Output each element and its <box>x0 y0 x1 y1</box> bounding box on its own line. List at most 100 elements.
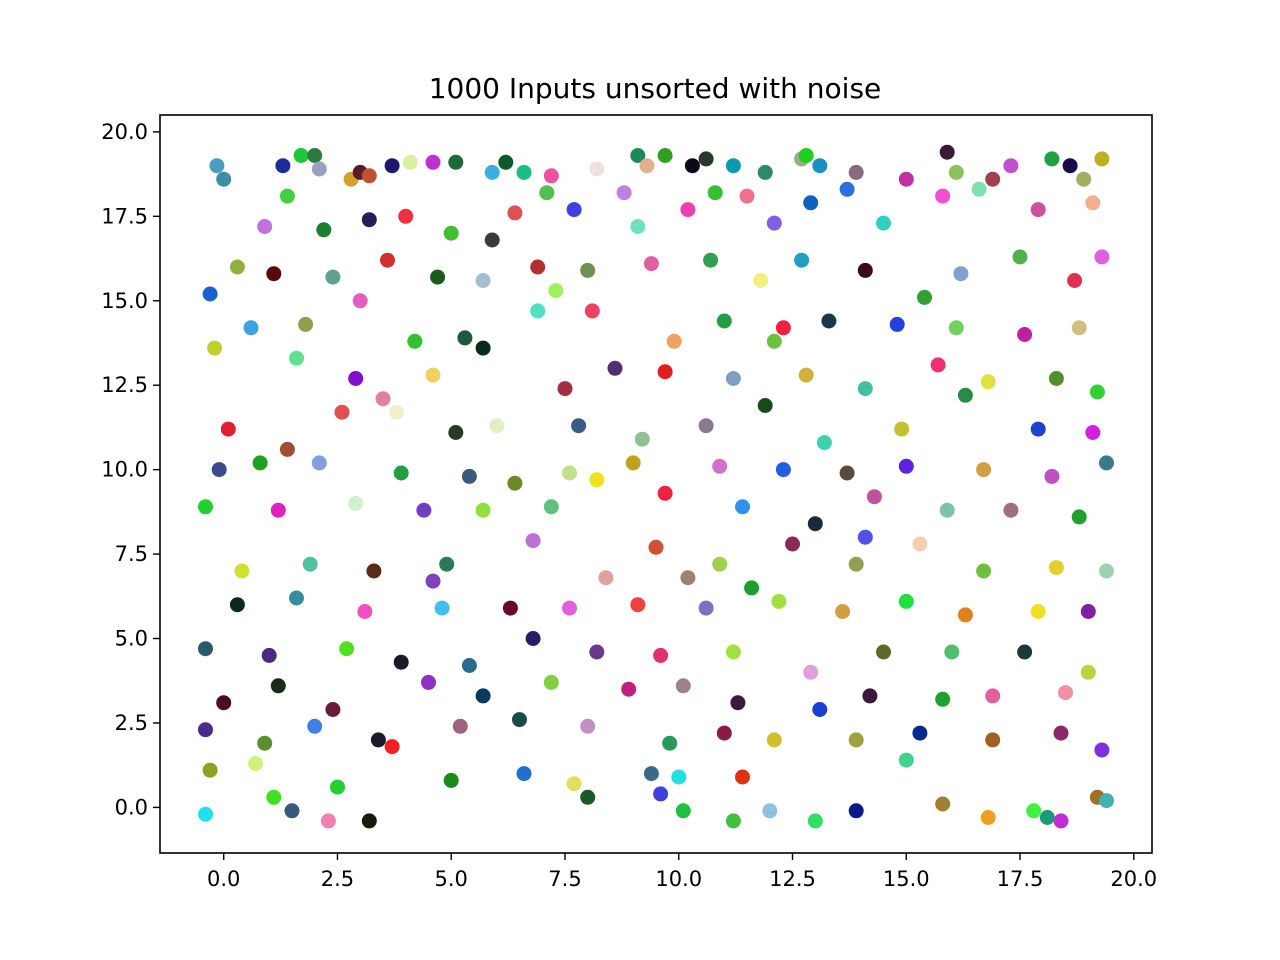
data-point <box>430 269 446 285</box>
data-point <box>580 789 596 805</box>
data-point <box>657 485 673 501</box>
data-point <box>393 654 409 670</box>
y-tick-label: 15.0 <box>101 289 148 313</box>
data-point <box>202 762 218 778</box>
data-point <box>198 722 213 738</box>
data-point <box>848 732 864 748</box>
data-point <box>1039 810 1055 825</box>
data-point <box>1030 202 1046 218</box>
data-point <box>766 333 782 349</box>
data-point <box>980 374 996 390</box>
data-point <box>525 533 541 549</box>
data-point <box>671 769 687 785</box>
x-tick-label: 0.0 <box>207 867 240 891</box>
data-point <box>398 208 414 224</box>
data-point <box>370 732 386 748</box>
data-point <box>589 644 605 660</box>
data-point <box>257 219 273 234</box>
data-point <box>516 766 532 782</box>
data-point <box>1067 273 1083 288</box>
data-point <box>1017 327 1033 342</box>
data-point <box>889 316 905 332</box>
data-point <box>1076 171 1092 187</box>
y-tick-label: 2.5 <box>115 711 148 735</box>
data-point <box>762 803 778 819</box>
data-point <box>1085 195 1101 211</box>
data-point <box>475 273 491 288</box>
data-point <box>1053 813 1069 829</box>
data-point <box>939 502 955 518</box>
data-point <box>562 465 577 481</box>
data-point <box>698 600 714 616</box>
data-point <box>1099 563 1114 579</box>
data-point <box>985 171 1001 187</box>
data-point <box>866 489 882 505</box>
data-point <box>209 158 225 174</box>
data-point <box>543 674 559 690</box>
data-point <box>434 600 450 616</box>
data-point <box>1099 793 1114 809</box>
data-point <box>935 796 951 812</box>
data-point <box>957 387 973 403</box>
data-point <box>307 718 323 734</box>
data-point <box>1003 158 1019 174</box>
data-point <box>812 158 828 174</box>
data-point <box>803 664 819 680</box>
data-point <box>220 421 236 437</box>
data-point <box>876 644 891 660</box>
data-point <box>539 185 555 201</box>
data-point <box>948 164 964 180</box>
data-point <box>971 181 987 197</box>
data-point <box>857 529 873 545</box>
x-tick-label: 10.0 <box>655 867 702 891</box>
data-point <box>252 455 268 471</box>
data-point <box>716 725 732 741</box>
data-point <box>953 266 969 282</box>
data-point <box>316 222 332 238</box>
data-point <box>366 563 382 579</box>
data-point <box>357 604 373 619</box>
data-point <box>625 455 641 471</box>
data-point <box>461 658 477 673</box>
data-point <box>507 205 523 221</box>
data-point <box>643 256 659 272</box>
data-point <box>248 756 264 771</box>
x-tick-label: 5.0 <box>435 867 468 891</box>
data-point <box>944 644 960 660</box>
data-point <box>1017 644 1033 660</box>
data-point <box>816 435 832 451</box>
data-point <box>757 164 773 180</box>
data-point <box>766 215 782 231</box>
data-point <box>698 151 714 167</box>
data-point <box>857 381 873 397</box>
data-point <box>425 367 441 383</box>
data-point <box>448 425 464 440</box>
data-point <box>730 695 746 711</box>
data-point <box>1030 604 1046 619</box>
data-point <box>289 350 304 366</box>
data-points <box>198 144 1114 829</box>
data-point <box>898 171 914 187</box>
data-point <box>498 154 514 170</box>
data-point <box>771 593 787 609</box>
data-point <box>630 219 646 234</box>
data-point <box>803 195 819 211</box>
data-point <box>848 803 864 819</box>
data-point <box>439 556 455 572</box>
y-axis: 0.0 2.5 5.0 7.5 10.0 12.5 15.0 17.5 20.0 <box>101 120 160 819</box>
data-point <box>580 262 596 278</box>
data-point <box>621 681 637 697</box>
data-point <box>912 536 928 552</box>
data-point <box>653 647 669 663</box>
data-point <box>935 188 951 204</box>
data-point <box>279 188 295 204</box>
data-point <box>375 391 391 407</box>
data-point <box>1085 425 1101 440</box>
data-point <box>616 185 632 201</box>
data-point <box>1053 725 1069 741</box>
data-point <box>735 499 750 515</box>
data-point <box>216 695 232 711</box>
y-tick-label: 5.0 <box>115 627 148 651</box>
data-point <box>862 688 878 704</box>
data-point <box>1089 384 1105 400</box>
